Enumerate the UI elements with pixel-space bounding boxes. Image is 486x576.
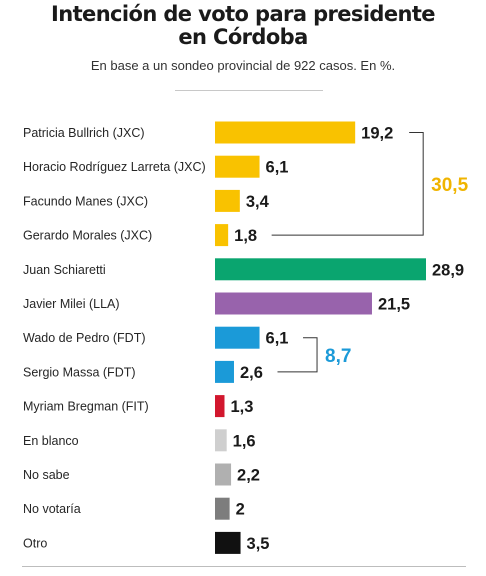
group-total-label: 8,7 [325, 346, 351, 367]
bar [215, 463, 232, 486]
value-label: 1,6 [233, 432, 256, 450]
value-label: 3,4 [246, 193, 270, 211]
category-label: Sergio Massa (FDT) [23, 365, 136, 379]
group-bracket [271, 132, 424, 236]
category-label: No sabe [23, 468, 70, 482]
value-label: 1,8 [234, 227, 257, 245]
category-label: Facundo Manes (JXC) [23, 194, 148, 208]
bar [215, 292, 372, 315]
bar [215, 121, 356, 144]
category-label: Myriam Bregman (FIT) [23, 400, 149, 414]
bar [215, 497, 230, 520]
category-label: En blanco [23, 434, 79, 448]
category-label: Horacio Rodríguez Larreta (JXC) [23, 160, 206, 174]
value-label: 1,3 [230, 398, 253, 416]
value-label: 2 [236, 501, 245, 519]
bar [215, 531, 241, 554]
category-label: Gerardo Morales (JXC) [23, 229, 152, 243]
chart-title: Intención de voto para presidente en Cór… [0, 3, 486, 49]
group-total-label: 30,5 [431, 175, 468, 196]
value-label: 6,1 [266, 159, 289, 177]
value-label: 21,5 [378, 296, 410, 314]
chart-subtitle: En base a un sondeo provincial de 922 ca… [90, 58, 396, 73]
bar [215, 224, 229, 247]
bar [215, 429, 227, 452]
category-label: Wado de Pedro (FDT) [23, 331, 146, 345]
bar [215, 258, 426, 281]
title-divider [175, 90, 323, 91]
value-label: 2,2 [237, 467, 260, 485]
category-label: Javier Milei (LLA) [23, 297, 120, 311]
bar [215, 326, 260, 349]
category-label: Patricia Bullrich (JXC) [23, 126, 145, 140]
group-bracket [277, 337, 318, 373]
chart-title-line-1: Intención de voto para presidente [51, 2, 435, 26]
category-label: Otro [23, 536, 47, 550]
chart-title-line-2: en Córdoba [178, 25, 308, 49]
footer-divider [22, 566, 466, 567]
value-label: 19,2 [361, 125, 393, 143]
value-label: 2,6 [240, 364, 263, 382]
value-label: 6,1 [266, 330, 289, 348]
value-label: 3,5 [247, 535, 270, 553]
bar [215, 395, 225, 418]
bar [215, 155, 260, 178]
value-label: 28,9 [432, 261, 464, 279]
bar [215, 189, 240, 212]
category-label: Juan Schiaretti [23, 263, 106, 277]
category-label: No votaría [23, 502, 81, 516]
bar [215, 360, 234, 383]
